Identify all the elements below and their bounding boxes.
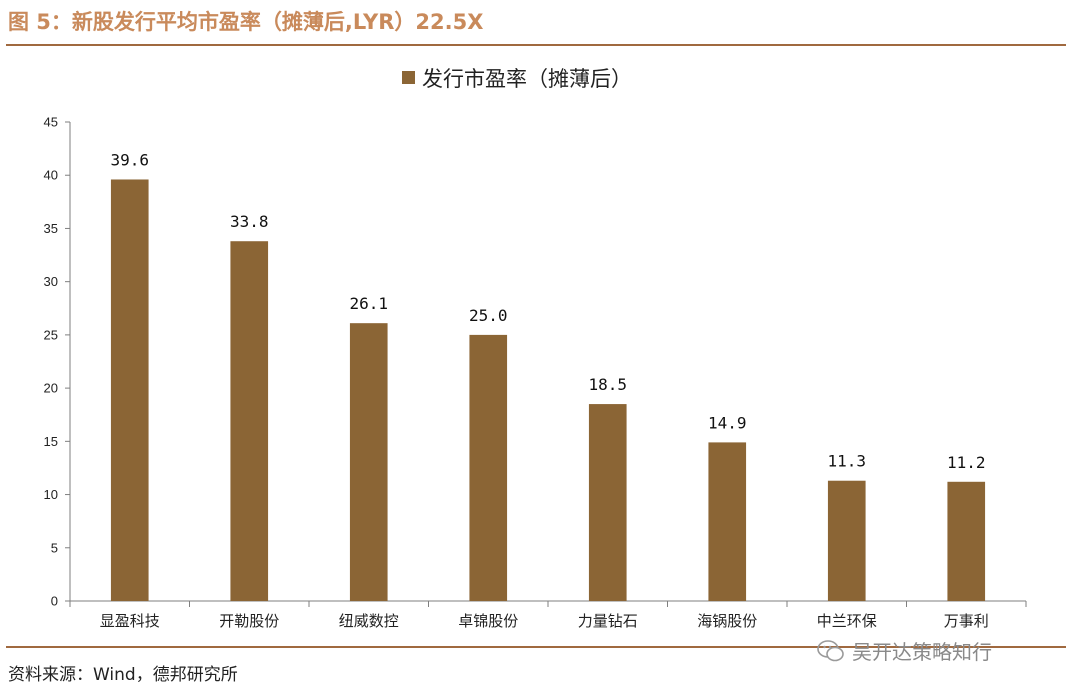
wechat-icon [817, 639, 844, 661]
y-tick-label: 20 [44, 381, 58, 396]
watermark: 吴开达策略知行 [816, 636, 992, 665]
y-tick-label: 35 [44, 221, 58, 236]
bar-value-label: 11.2 [947, 453, 986, 472]
bar-value-label: 18.5 [588, 375, 627, 394]
data-labels: 39.6 33.8 26.1 25.0 18.5 14.9 11.3 11.2 [110, 150, 985, 471]
bar-series [110, 179, 986, 602]
x-category-label: 显盈科技 [100, 612, 160, 630]
bar-value-label: 25.0 [469, 306, 508, 325]
top-rule [6, 44, 1066, 46]
y-tick-label: 0 [51, 594, 58, 609]
source-note: 资料来源：Wind，德邦研究所 [8, 665, 238, 685]
bar-value-label: 11.3 [827, 452, 866, 471]
bar-value-label: 14.9 [708, 413, 747, 432]
bar-value-label: 33.8 [230, 212, 269, 231]
y-tick-label: 10 [44, 487, 58, 502]
bar [827, 480, 866, 601]
bottom-rule [6, 646, 1066, 648]
watermark-text: 吴开达策略知行 [852, 640, 992, 664]
legend-swatch [402, 71, 415, 84]
bar-value-label: 39.6 [110, 150, 149, 169]
figure-title: 图 5：新股发行平均市盈率（摊薄后,LYR）22.5X [8, 10, 484, 34]
y-tick-label: 45 [44, 115, 58, 130]
y-tick-label: 25 [44, 327, 58, 342]
x-category-label: 万事利 [944, 612, 989, 630]
bar [469, 334, 508, 601]
bar [708, 442, 747, 601]
y-tick-label: 40 [44, 168, 58, 183]
y-tick-label: 30 [44, 274, 58, 289]
y-tick-label: 5 [51, 540, 58, 555]
x-category-label: 卓锦股份 [458, 612, 518, 630]
x-category-label: 纽威数控 [339, 612, 399, 630]
x-category-label: 开勒股份 [219, 612, 279, 630]
bar-value-label: 26.1 [349, 294, 388, 313]
chart-legend: 发行市盈率（摊薄后） [402, 67, 632, 91]
x-category-label: 力量钻石 [578, 612, 638, 630]
y-axis: 0 5 10 15 20 25 30 35 40 45 [44, 115, 71, 609]
bar [947, 481, 986, 601]
x-axis: 显盈科技 开勒股份 纽威数控 卓锦股份 力量钻石 海锅股份 中兰环保 万事利 [69, 600, 1027, 630]
bar [349, 323, 388, 601]
x-category-label: 海锅股份 [697, 612, 757, 630]
bar [588, 404, 627, 601]
legend-label: 发行市盈率（摊薄后） [422, 67, 632, 91]
y-tick-label: 15 [44, 434, 58, 449]
x-category-label: 中兰环保 [817, 612, 877, 630]
bar [110, 179, 149, 602]
bar [230, 241, 269, 601]
